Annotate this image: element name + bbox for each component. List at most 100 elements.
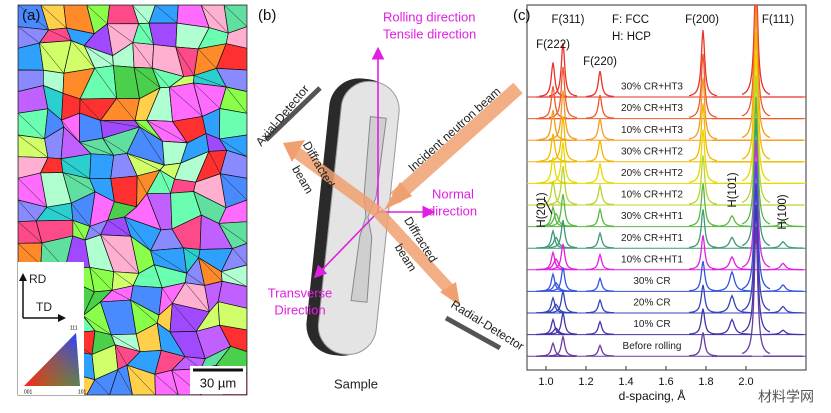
x-tick-label: 1.2 (578, 376, 593, 388)
watermark: 材料学网 (758, 389, 814, 405)
peak (762, 219, 804, 228)
peak (535, 303, 577, 314)
twin-boundary (72, 220, 86, 241)
twin-boundary (18, 134, 49, 158)
axial-detector (264, 86, 322, 142)
radial-detector (444, 315, 502, 351)
pointer (544, 199, 553, 215)
peak-label: F(220) (583, 56, 617, 68)
peak (585, 207, 615, 227)
peak (548, 312, 578, 335)
twin-boundary (86, 5, 108, 24)
axis-label: Normal (432, 186, 474, 201)
peak-label: H(101) (727, 172, 739, 207)
peak (585, 94, 615, 119)
grain (219, 108, 247, 140)
series-label: Before rolling (623, 341, 682, 352)
twin-boundary (146, 120, 188, 144)
peak (688, 235, 718, 270)
twin-boundary (18, 178, 47, 208)
peak (548, 334, 578, 357)
peak (548, 267, 578, 292)
twin-boundary (111, 290, 131, 301)
scale-label: 30 µm (200, 375, 236, 390)
series-label: 20% CR (633, 298, 670, 309)
peak (688, 308, 718, 335)
twin-boundary (60, 158, 90, 179)
peak (762, 240, 804, 249)
peak (585, 183, 615, 206)
twin-boundary (83, 315, 112, 336)
series-label: 20% CR+HT3 (621, 103, 683, 114)
series-label: 20% CR+HT1 (621, 233, 683, 244)
twin-boundary (152, 67, 170, 88)
twin-boundary (162, 287, 173, 304)
peak (688, 332, 718, 357)
peak (585, 161, 615, 184)
twin-boundary (139, 126, 165, 166)
peak (538, 181, 568, 206)
grain (89, 153, 115, 180)
peak (741, 53, 771, 182)
peak (688, 103, 718, 162)
twin-boundary (94, 379, 110, 395)
twin-boundary (62, 172, 96, 192)
grain (18, 242, 43, 266)
twin-boundary (61, 120, 80, 143)
twin-boundary (39, 42, 65, 74)
ipf-label: 101 (78, 389, 87, 395)
x-tick-label: 1.0 (538, 376, 553, 388)
peak (538, 271, 568, 292)
x-tick-label: 1.6 (658, 376, 673, 388)
beam-label: Incident neutron beam (405, 84, 503, 174)
peak (538, 295, 568, 314)
peak (762, 305, 804, 314)
twin-boundary (89, 226, 101, 235)
twin-boundary (94, 68, 117, 99)
x-tick-label: 2.0 (738, 376, 753, 388)
peak (585, 70, 615, 98)
twin-boundary (124, 216, 151, 251)
peak (535, 257, 577, 271)
ipf-label: 111 (70, 325, 78, 331)
series-label: 10% CR+HT1 (621, 254, 683, 265)
peak (585, 343, 615, 357)
ipf-triangle-shade (24, 333, 80, 386)
axis-label: Rolling direction (383, 9, 476, 24)
twin-boundary (71, 202, 91, 227)
grain (218, 324, 247, 353)
twin-boundary (113, 271, 134, 286)
peak (741, 118, 771, 247)
diffracted-head (440, 282, 460, 306)
grain (225, 26, 247, 49)
panel-label: (b) (258, 7, 276, 24)
twin-boundary (232, 248, 247, 266)
peak (585, 319, 615, 335)
peak (585, 140, 615, 163)
peak (535, 212, 577, 227)
peak (548, 194, 578, 227)
twin-boundary (134, 120, 163, 142)
peak (741, 140, 771, 268)
peak (711, 214, 753, 228)
peak-label: H(201) (536, 192, 548, 227)
twin-boundary (220, 173, 247, 201)
peak (711, 270, 753, 292)
twin-boundary (46, 206, 73, 221)
grain (215, 43, 247, 71)
twin-boundary (116, 98, 136, 121)
peak (535, 327, 577, 336)
peak (741, 5, 771, 117)
grain (219, 149, 247, 179)
grain (218, 134, 247, 158)
detector-label: Axial-Detector (253, 82, 312, 149)
peak (688, 261, 718, 292)
incident-head (384, 182, 412, 210)
grain (18, 108, 49, 140)
twin-boundary (172, 303, 197, 332)
x-tick-label: 1.4 (618, 376, 633, 388)
ipf-label: 001 (24, 389, 33, 395)
peak (688, 155, 718, 205)
twin-boundary (132, 42, 153, 69)
